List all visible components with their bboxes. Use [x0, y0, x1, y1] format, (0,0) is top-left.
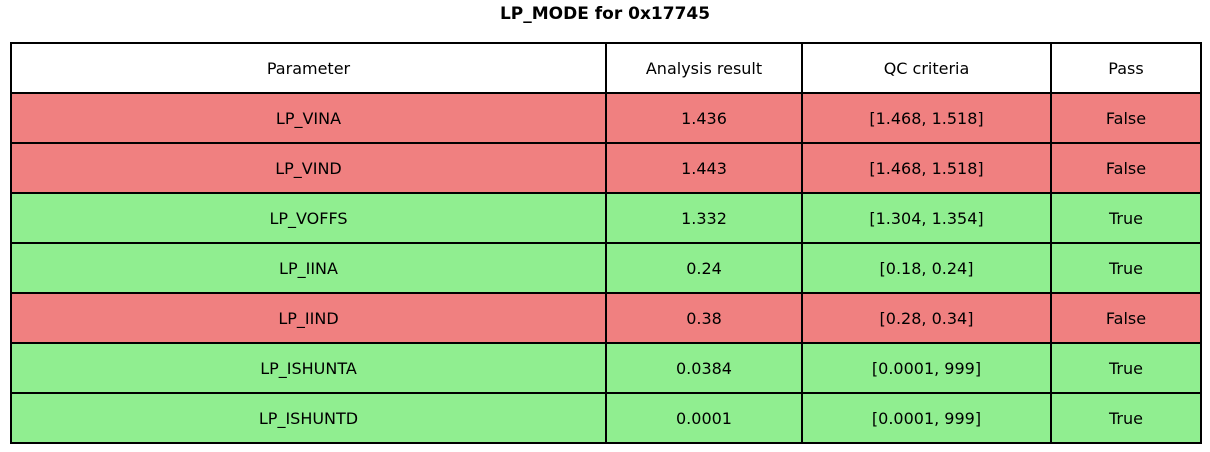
cell-parameter: LP_ISHUNTD: [10, 392, 607, 444]
cell-qc-criteria: [0.0001, 999]: [801, 342, 1052, 394]
cell-qc-criteria: [1.304, 1.354]: [801, 192, 1052, 244]
cell-analysis-result: 1.332: [605, 192, 803, 244]
cell-parameter: LP_VIND: [10, 142, 607, 194]
cell-analysis-result: 0.24: [605, 242, 803, 294]
cell-parameter: LP_IIND: [10, 292, 607, 344]
cell-analysis-result: 0.38: [605, 292, 803, 344]
col-header-parameter: Parameter: [10, 42, 607, 94]
cell-pass: True: [1050, 392, 1202, 444]
cell-pass: True: [1050, 242, 1202, 294]
table-row: LP_VINA 1.436 [1.468, 1.518] False: [10, 92, 1202, 144]
cell-qc-criteria: [1.468, 1.518]: [801, 142, 1052, 194]
page-title: LP_MODE for 0x17745: [499, 4, 711, 24]
cell-analysis-result: 1.436: [605, 92, 803, 144]
cell-qc-criteria: [0.18, 0.24]: [801, 242, 1052, 294]
table-row: LP_ISHUNTD 0.0001 [0.0001, 999] True: [10, 392, 1202, 444]
table-row: LP_IIND 0.38 [0.28, 0.34] False: [10, 292, 1202, 344]
cell-pass: False: [1050, 92, 1202, 144]
cell-pass: False: [1050, 142, 1202, 194]
cell-analysis-result: 0.0001: [605, 392, 803, 444]
table-row: LP_ISHUNTA 0.0384 [0.0001, 999] True: [10, 342, 1202, 394]
cell-qc-criteria: [1.468, 1.518]: [801, 92, 1052, 144]
cell-analysis-result: 0.0384: [605, 342, 803, 394]
col-header-pass: Pass: [1050, 42, 1202, 94]
cell-qc-criteria: [0.28, 0.34]: [801, 292, 1052, 344]
cell-parameter: LP_IINA: [10, 242, 607, 294]
col-header-qc-criteria: QC criteria: [801, 42, 1052, 94]
table-row: LP_VIND 1.443 [1.468, 1.518] False: [10, 142, 1202, 194]
cell-parameter: LP_VINA: [10, 92, 607, 144]
cell-parameter: LP_VOFFS: [10, 192, 607, 244]
qc-results-table: Parameter Analysis result QC criteria Pa…: [10, 42, 1202, 444]
cell-analysis-result: 1.443: [605, 142, 803, 194]
cell-qc-criteria: [0.0001, 999]: [801, 392, 1052, 444]
cell-pass: True: [1050, 342, 1202, 394]
cell-parameter: LP_ISHUNTA: [10, 342, 607, 394]
cell-pass: True: [1050, 192, 1202, 244]
table-row: LP_IINA 0.24 [0.18, 0.24] True: [10, 242, 1202, 294]
cell-pass: False: [1050, 292, 1202, 344]
col-header-analysis-result: Analysis result: [605, 42, 803, 94]
table-header-row: Parameter Analysis result QC criteria Pa…: [10, 42, 1202, 94]
table-row: LP_VOFFS 1.332 [1.304, 1.354] True: [10, 192, 1202, 244]
